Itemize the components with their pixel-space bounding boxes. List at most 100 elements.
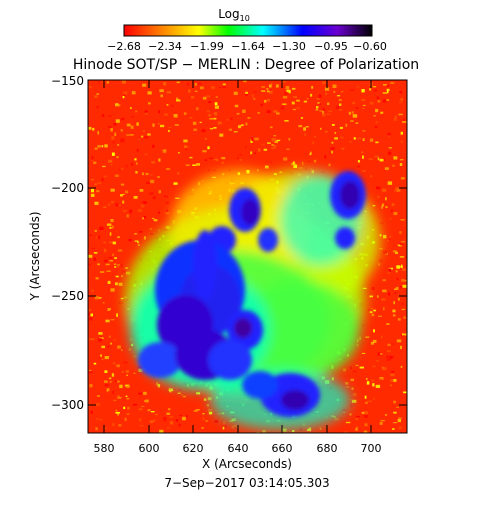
noise-speckle — [137, 244, 140, 246]
noise-speckle — [400, 264, 403, 268]
noise-speckle — [372, 365, 377, 368]
noise-speckle — [108, 126, 112, 128]
noise-speckle — [139, 189, 144, 192]
noise-speckle — [380, 420, 385, 422]
noise-speckle — [382, 279, 386, 282]
noise-speckle — [100, 271, 105, 273]
noise-speckle — [395, 251, 398, 254]
noise-speckle — [209, 157, 213, 159]
noise-speckle — [209, 128, 214, 130]
x-tick-label: 680 — [317, 442, 338, 455]
noise-speckle — [111, 136, 115, 140]
noise-speckle — [322, 113, 326, 117]
noise-speckle — [122, 96, 125, 99]
noise-speckle — [331, 141, 334, 144]
noise-speckle — [101, 177, 104, 182]
noise-speckle — [147, 133, 151, 136]
colorbar-tick-label: −0.95 — [314, 40, 348, 53]
noise-speckle — [123, 406, 126, 410]
noise-speckle — [396, 277, 399, 281]
noise-speckle — [352, 370, 357, 373]
noise-speckle — [202, 413, 205, 415]
noise-speckle — [106, 223, 112, 226]
noise-speckle — [261, 90, 266, 92]
noise-speckle — [325, 131, 328, 133]
noise-speckle — [189, 156, 193, 159]
noise-speckle — [219, 133, 224, 137]
noise-speckle — [351, 111, 354, 114]
noise-speckle — [305, 126, 309, 128]
noise-speckle — [158, 229, 160, 232]
noise-speckle — [96, 105, 99, 109]
noise-speckle — [214, 105, 219, 109]
noise-speckle — [395, 186, 400, 190]
noise-speckle — [319, 110, 324, 112]
noise-speckle — [106, 270, 111, 272]
noise-speckle — [100, 335, 102, 337]
noise-speckle — [91, 156, 94, 160]
noise-speckle — [159, 429, 164, 433]
noise-speckle — [387, 343, 391, 347]
noise-speckle — [265, 165, 269, 169]
noise-speckle — [267, 90, 270, 93]
noise-speckle — [202, 150, 207, 153]
noise-speckle — [144, 136, 149, 139]
noise-speckle — [312, 141, 314, 145]
noise-speckle — [386, 355, 389, 359]
noise-speckle — [194, 83, 197, 86]
noise-speckle — [208, 408, 213, 412]
noise-speckle — [391, 371, 395, 373]
noise-speckle — [231, 426, 235, 429]
noise-speckle — [267, 142, 271, 144]
observation-timestamp: 7−Sep−2017 03:14:05.303 — [164, 476, 329, 490]
noise-speckle — [117, 397, 122, 399]
noise-speckle — [203, 398, 207, 401]
noise-speckle — [400, 219, 405, 221]
noise-speckle — [269, 84, 272, 88]
spot-blob — [193, 230, 217, 300]
noise-speckle — [140, 204, 145, 208]
noise-speckle — [340, 90, 344, 93]
noise-speckle — [145, 399, 150, 403]
noise-speckle — [387, 151, 392, 155]
noise-speckle — [178, 152, 180, 154]
noise-speckle — [390, 356, 394, 359]
noise-speckle — [387, 181, 393, 185]
noise-speckle — [141, 135, 144, 138]
noise-speckle — [111, 423, 116, 427]
noise-speckle — [291, 162, 296, 166]
noise-speckle — [89, 384, 93, 388]
noise-speckle — [107, 308, 111, 311]
noise-speckle — [100, 354, 102, 358]
noise-speckle — [310, 168, 313, 171]
noise-speckle — [117, 395, 121, 398]
noise-speckle — [262, 430, 266, 433]
noise-speckle — [118, 424, 122, 427]
noise-speckle — [372, 383, 375, 387]
noise-speckle — [107, 345, 110, 348]
noise-speckle — [144, 110, 148, 113]
noise-speckle — [362, 130, 366, 132]
noise-speckle — [341, 147, 345, 150]
noise-speckle — [111, 373, 115, 377]
noise-speckle — [89, 369, 92, 372]
noise-speckle — [94, 296, 99, 300]
noise-speckle — [271, 138, 276, 142]
noise-speckle — [400, 98, 403, 102]
noise-speckle — [164, 113, 168, 116]
noise-speckle — [260, 103, 263, 107]
noise-speckle — [97, 131, 100, 135]
noise-speckle — [222, 426, 225, 430]
noise-speckle — [146, 239, 150, 241]
colorbar-tick-label: −2.34 — [148, 40, 182, 53]
noise-speckle — [398, 245, 403, 247]
spot-blob — [241, 199, 259, 225]
noise-speckle — [147, 409, 151, 412]
noise-speckle — [168, 129, 170, 133]
noise-speckle — [123, 91, 128, 95]
noise-speckle — [166, 427, 171, 429]
noise-speckle — [128, 348, 132, 351]
noise-speckle — [375, 384, 381, 388]
noise-speckle — [344, 431, 348, 433]
noise-speckle — [95, 427, 98, 431]
